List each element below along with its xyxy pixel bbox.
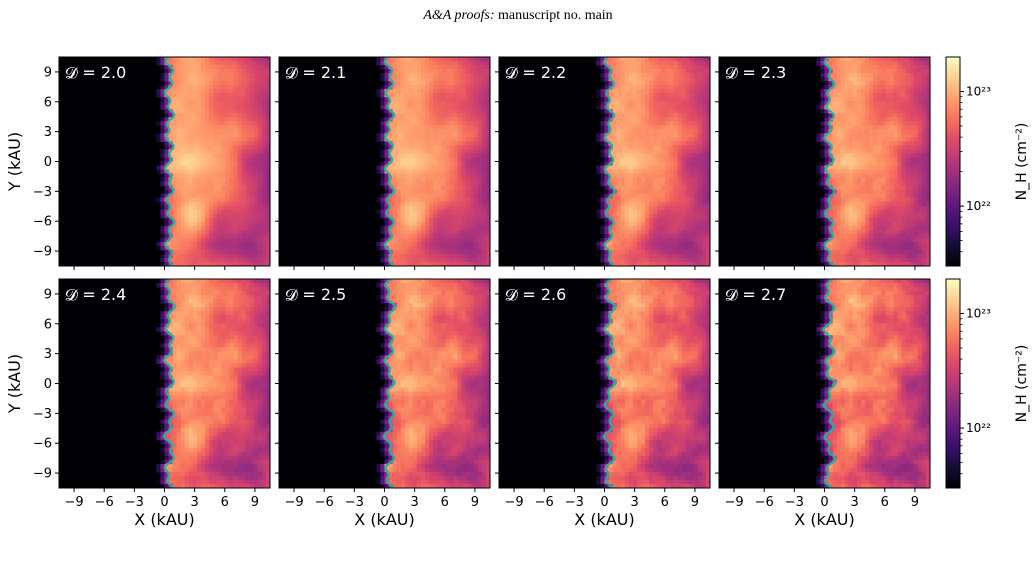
colorbar-2: 10²² 10²³ N_H (cm⁻²) [945, 278, 1030, 489]
x-tick-label: −6 [535, 495, 554, 510]
x-axis-label: X (kAU) [794, 510, 854, 529]
x-axis-label: X (kAU) [354, 510, 414, 529]
panel-label: 𝓓 = 2.1 [285, 63, 346, 82]
heatmap-image [59, 279, 270, 488]
x-tick-label: 0 [160, 495, 168, 510]
panel-grid: 𝓓 = 2.0 −9 −6 −3 0 3 6 9 𝓓 = 2.1 𝓓 = 2.2 𝓓 = 2.3 𝓓 … [33, 56, 931, 510]
y-tick-label: 0 [44, 155, 52, 170]
heatmap-image [59, 57, 270, 266]
panel-3: 𝓓 = 2.2 [495, 56, 711, 270]
y-tick-label: 3 [44, 125, 52, 140]
panel-label: 𝓓 = 2.5 [285, 285, 346, 304]
y-tick-label: 0 [44, 377, 52, 392]
x-tick-label: 9 [691, 495, 699, 510]
colorbar-tick-label: 10²² [966, 421, 991, 435]
page-header-journal: A&A proofs: [423, 8, 495, 23]
panel-6: 𝓓 = 2.5 −9 −6 −3 0 3 6 9 [275, 278, 491, 510]
panel-label: 𝓓 = 2.7 [725, 285, 786, 304]
y-tick-label: −3 [33, 185, 52, 200]
x-tick-label: 3 [851, 495, 859, 510]
x-tick-label: 3 [411, 495, 419, 510]
y-tick-label: 6 [44, 317, 52, 332]
panel-5: 𝓓 = 2.4 −9 −6 −3 0 3 6 9 −9 −6 −3 0 3 6 9 [33, 278, 271, 510]
axis-labels: Y (kAU) Y (kAU) X (kAU) X (kAU) X (kAU) X (kA… [5, 132, 855, 529]
x-tick-label: −9 [284, 495, 303, 510]
x-tick-label: −3 [125, 495, 144, 510]
x-tick-label: −6 [315, 495, 334, 510]
x-tick-label: 9 [471, 495, 479, 510]
x-tick-label: 6 [441, 495, 449, 510]
x-tick-label: −3 [345, 495, 364, 510]
y-tick-label: −3 [33, 407, 52, 422]
x-tick-label: −6 [755, 495, 774, 510]
x-tick-label: 9 [911, 495, 919, 510]
colorbar-gradient [945, 278, 961, 489]
y-tick-label: −9 [33, 245, 52, 260]
colorbar-tick-label: 10²³ [966, 306, 991, 320]
x-tick-label: −9 [64, 495, 83, 510]
y-tick-label: 9 [44, 65, 52, 80]
colorbar-gradient [945, 56, 961, 267]
heatmap-image [499, 57, 710, 266]
panel-label: 𝓓 = 2.6 [505, 285, 566, 304]
panel-label: 𝓓 = 2.4 [65, 285, 126, 304]
x-tick-label: 6 [661, 495, 669, 510]
x-tick-label: 3 [191, 495, 199, 510]
x-tick-label: −9 [504, 495, 523, 510]
ionization-front-contour [602, 279, 617, 488]
x-tick-label: 6 [221, 495, 229, 510]
x-axis-label: X (kAU) [574, 510, 634, 529]
x-tick-label: −3 [785, 495, 804, 510]
x-tick-label: 3 [631, 495, 639, 510]
colorbar-tick-label: 10²² [966, 199, 991, 213]
ionization-front-contour [822, 279, 837, 488]
page-header-manuscript: manuscript no. main [494, 8, 613, 23]
panel-1: 𝓓 = 2.0 −9 −6 −3 0 3 6 9 [33, 56, 271, 270]
x-tick-label: 6 [881, 495, 889, 510]
x-tick-label: 9 [251, 495, 259, 510]
x-tick-label: 0 [380, 495, 388, 510]
ionization-front-contour [822, 57, 836, 266]
colorbar-label: N_H (cm⁻²) [1014, 123, 1030, 201]
ionization-front-contour [602, 57, 616, 266]
colorbar-label: N_H (cm⁻²) [1014, 345, 1030, 423]
panel-8: 𝓓 = 2.7 −9 −6 −3 0 3 6 9 [715, 278, 931, 510]
y-axis-label: Y (kAU) [5, 354, 24, 414]
ionization-front-contour [163, 57, 176, 266]
y-tick-label: 3 [44, 347, 52, 362]
colorbars: 10²² 10²³ N_H (cm⁻²) 10²² 10²³ N_H (cm⁻²) [945, 56, 1030, 489]
colorbar-1: 10²² 10²³ N_H (cm⁻²) [945, 56, 1030, 267]
y-tick-label: −9 [33, 467, 52, 482]
y-axis-label: Y (kAU) [5, 132, 24, 192]
x-tick-label: 0 [600, 495, 608, 510]
y-tick-label: 6 [44, 95, 52, 110]
page-header: A&A proofs: manuscript no. main [0, 8, 1036, 24]
y-tick-label: 9 [44, 287, 52, 302]
y-tick-label: −6 [33, 215, 52, 230]
panel-2: 𝓓 = 2.1 [275, 56, 491, 270]
x-axis-label: X (kAU) [134, 510, 194, 529]
y-tick-label: −6 [33, 437, 52, 452]
colorbar-tick-label: 10²³ [966, 84, 991, 98]
ionization-front-contour [162, 279, 176, 488]
heatmap-image [719, 57, 930, 266]
x-tick-label: 0 [820, 495, 828, 510]
x-tick-label: −9 [724, 495, 743, 510]
heatmap-image [279, 279, 490, 488]
panel-7: 𝓓 = 2.6 −9 −6 −3 0 3 6 9 [495, 278, 711, 510]
ionization-front-contour [383, 57, 396, 266]
heatmap-image [719, 279, 930, 488]
panel-label: 𝓓 = 2.2 [505, 63, 566, 82]
panel-4: 𝓓 = 2.3 [715, 56, 931, 270]
heatmap-image [499, 279, 710, 488]
panel-label: 𝓓 = 2.3 [725, 63, 786, 82]
heatmap-image [279, 57, 490, 266]
x-tick-label: −6 [95, 495, 114, 510]
panel-label: 𝓓 = 2.0 [65, 63, 126, 82]
ionization-front-contour [382, 279, 397, 488]
x-tick-label: −3 [565, 495, 584, 510]
